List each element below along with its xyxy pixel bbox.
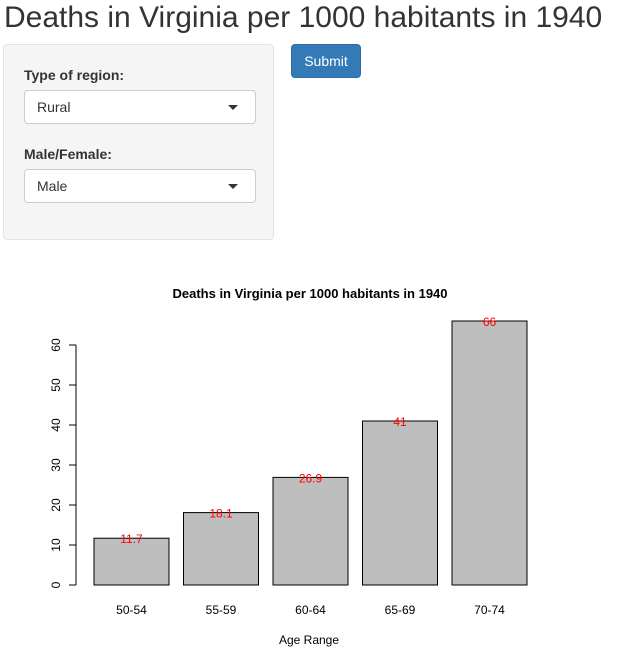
bar-55-59: [183, 512, 259, 586]
sex-label: Male/Female:: [24, 146, 112, 162]
region-type-label: Type of region:: [24, 67, 125, 83]
chart-title: Deaths in Virginia per 1000 habitants in…: [172, 286, 447, 301]
deaths-bar-chart: Deaths in Virginia per 1000 habitants in…: [49, 286, 528, 647]
x-tick-label: 65-69: [385, 603, 416, 617]
page-title: Deaths in Virginia per 1000 habitants in…: [4, 1, 603, 34]
bar-data-label: 41: [393, 415, 407, 429]
bar-data-label: 26.9: [299, 471, 323, 485]
y-tick-label: 60: [49, 338, 63, 352]
bars: 50-54 11.7 55-59 18.1 60-64 26.9 65-69 41 70-74 6…: [93, 315, 528, 617]
y-tick-label: 30: [49, 458, 63, 472]
x-tick-label: 50-54: [116, 603, 147, 617]
y-tick-label: 10: [49, 538, 63, 552]
submit-button[interactable]: Submit: [291, 44, 361, 78]
y-tick-label: 20: [49, 498, 63, 512]
bar-60-64: [272, 476, 349, 586]
caret-down-icon: [228, 105, 238, 110]
region-type-select[interactable]: Rural: [24, 90, 256, 124]
caret-down-icon: [228, 184, 238, 189]
bar-data-label: 18.1: [209, 507, 233, 521]
y-tick-label: 40: [49, 418, 63, 432]
sidebar-panel: Type of region: Rural Male/Female: Male: [3, 44, 274, 240]
bar-50-54: [93, 537, 170, 586]
bar-65-69: [362, 420, 438, 586]
x-tick-label: 60-64: [295, 603, 326, 617]
x-axis-label: Age Range: [279, 633, 339, 647]
sex-select[interactable]: Male: [24, 169, 256, 203]
sex-value: Male: [37, 178, 68, 194]
x-tick-label: 55-59: [206, 603, 237, 617]
bar-70-74: [451, 320, 528, 586]
bar-data-label: 66: [483, 315, 497, 329]
y-tick-label: 0: [49, 581, 63, 588]
y-tick-label: 50: [49, 378, 63, 392]
bar-data-label: 11.7: [120, 532, 143, 546]
y-axis: 0 10 20 30 40 50 60: [49, 338, 77, 588]
x-tick-label: 70-74: [474, 603, 505, 617]
region-type-value: Rural: [37, 99, 71, 115]
